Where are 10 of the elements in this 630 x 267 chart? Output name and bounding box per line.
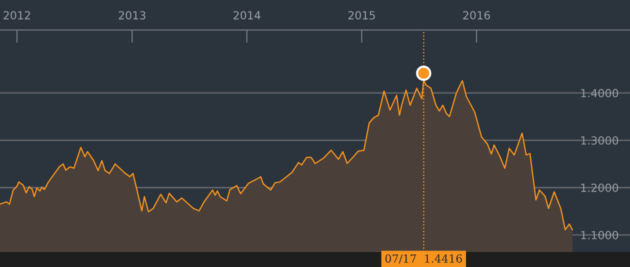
y-tick-label: 1.4000 [581,88,618,98]
x-tick-label: 2014 [234,11,260,20]
x-tick-label: 2016 [463,11,490,20]
y-tick-label: 1.3000 [581,136,618,145]
ref-line-label: 07/17 1.4416 [385,254,462,264]
x-tick-label: 2013 [118,11,146,20]
y-tick-label: 1.2000 [581,184,618,192]
x-tick-label: 2012 [4,11,30,20]
x-tick-label: 2015 [348,11,375,20]
y-tick-label: 1.1000 [581,230,618,240]
